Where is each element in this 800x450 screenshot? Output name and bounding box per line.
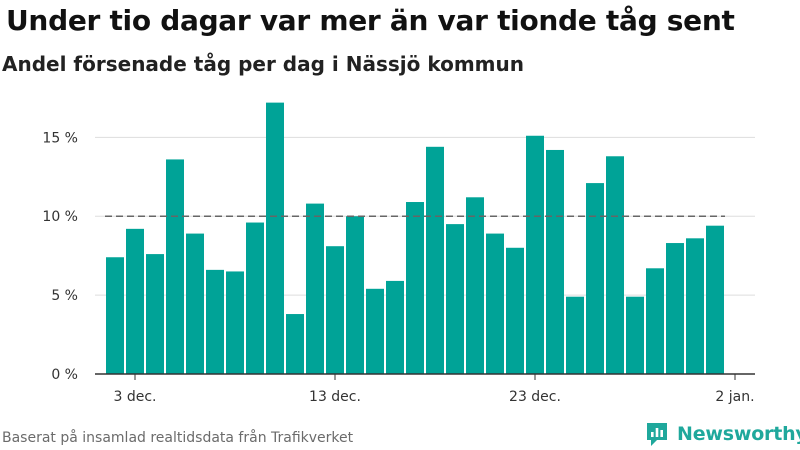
x-tick-label: 23 dec. [509,389,561,405]
x-tick-label: 2 jan. [715,389,754,405]
source-note: Baserat på insamlad realtidsdata från Tr… [2,430,354,446]
bar [346,216,364,374]
bar [366,288,384,374]
bar [606,156,624,374]
bar [206,269,224,374]
bar [326,246,344,374]
bar [706,225,724,374]
y-tick-label: 0 % [51,367,78,383]
bar [106,257,124,374]
bar [386,280,404,374]
bar [666,243,684,374]
bar [166,159,184,374]
newsworthy-brand: Newsworthy [645,421,800,447]
bar [586,183,604,374]
bar [686,238,704,374]
y-tick-label: 5 % [51,288,78,304]
bar [426,146,444,374]
bar [286,314,304,374]
bar [226,271,244,374]
chart-subtitle: Andel försenade tåg per dag i Nässjö kom… [2,52,524,76]
bar [626,296,644,374]
bar [566,296,584,374]
bar [546,149,564,374]
bar [266,102,284,374]
bar [466,197,484,374]
bar [126,228,144,374]
y-tick-label: 15 % [42,130,78,146]
bar [446,224,464,374]
bar [506,247,524,374]
brand-name: Newsworthy [677,423,800,445]
bar [146,254,164,374]
bar [526,135,544,374]
bar [246,222,264,374]
x-tick-label: 13 dec. [309,389,361,405]
chart-title: Under tio dagar var mer än var tionde tå… [6,4,735,37]
newsworthy-logo-icon [647,423,667,446]
x-tick-label: 3 dec. [113,389,156,405]
bar [186,233,204,374]
bar [646,268,664,374]
bar [306,203,324,374]
bar [406,202,424,374]
y-tick-label: 10 % [42,209,78,225]
bar [486,233,504,374]
